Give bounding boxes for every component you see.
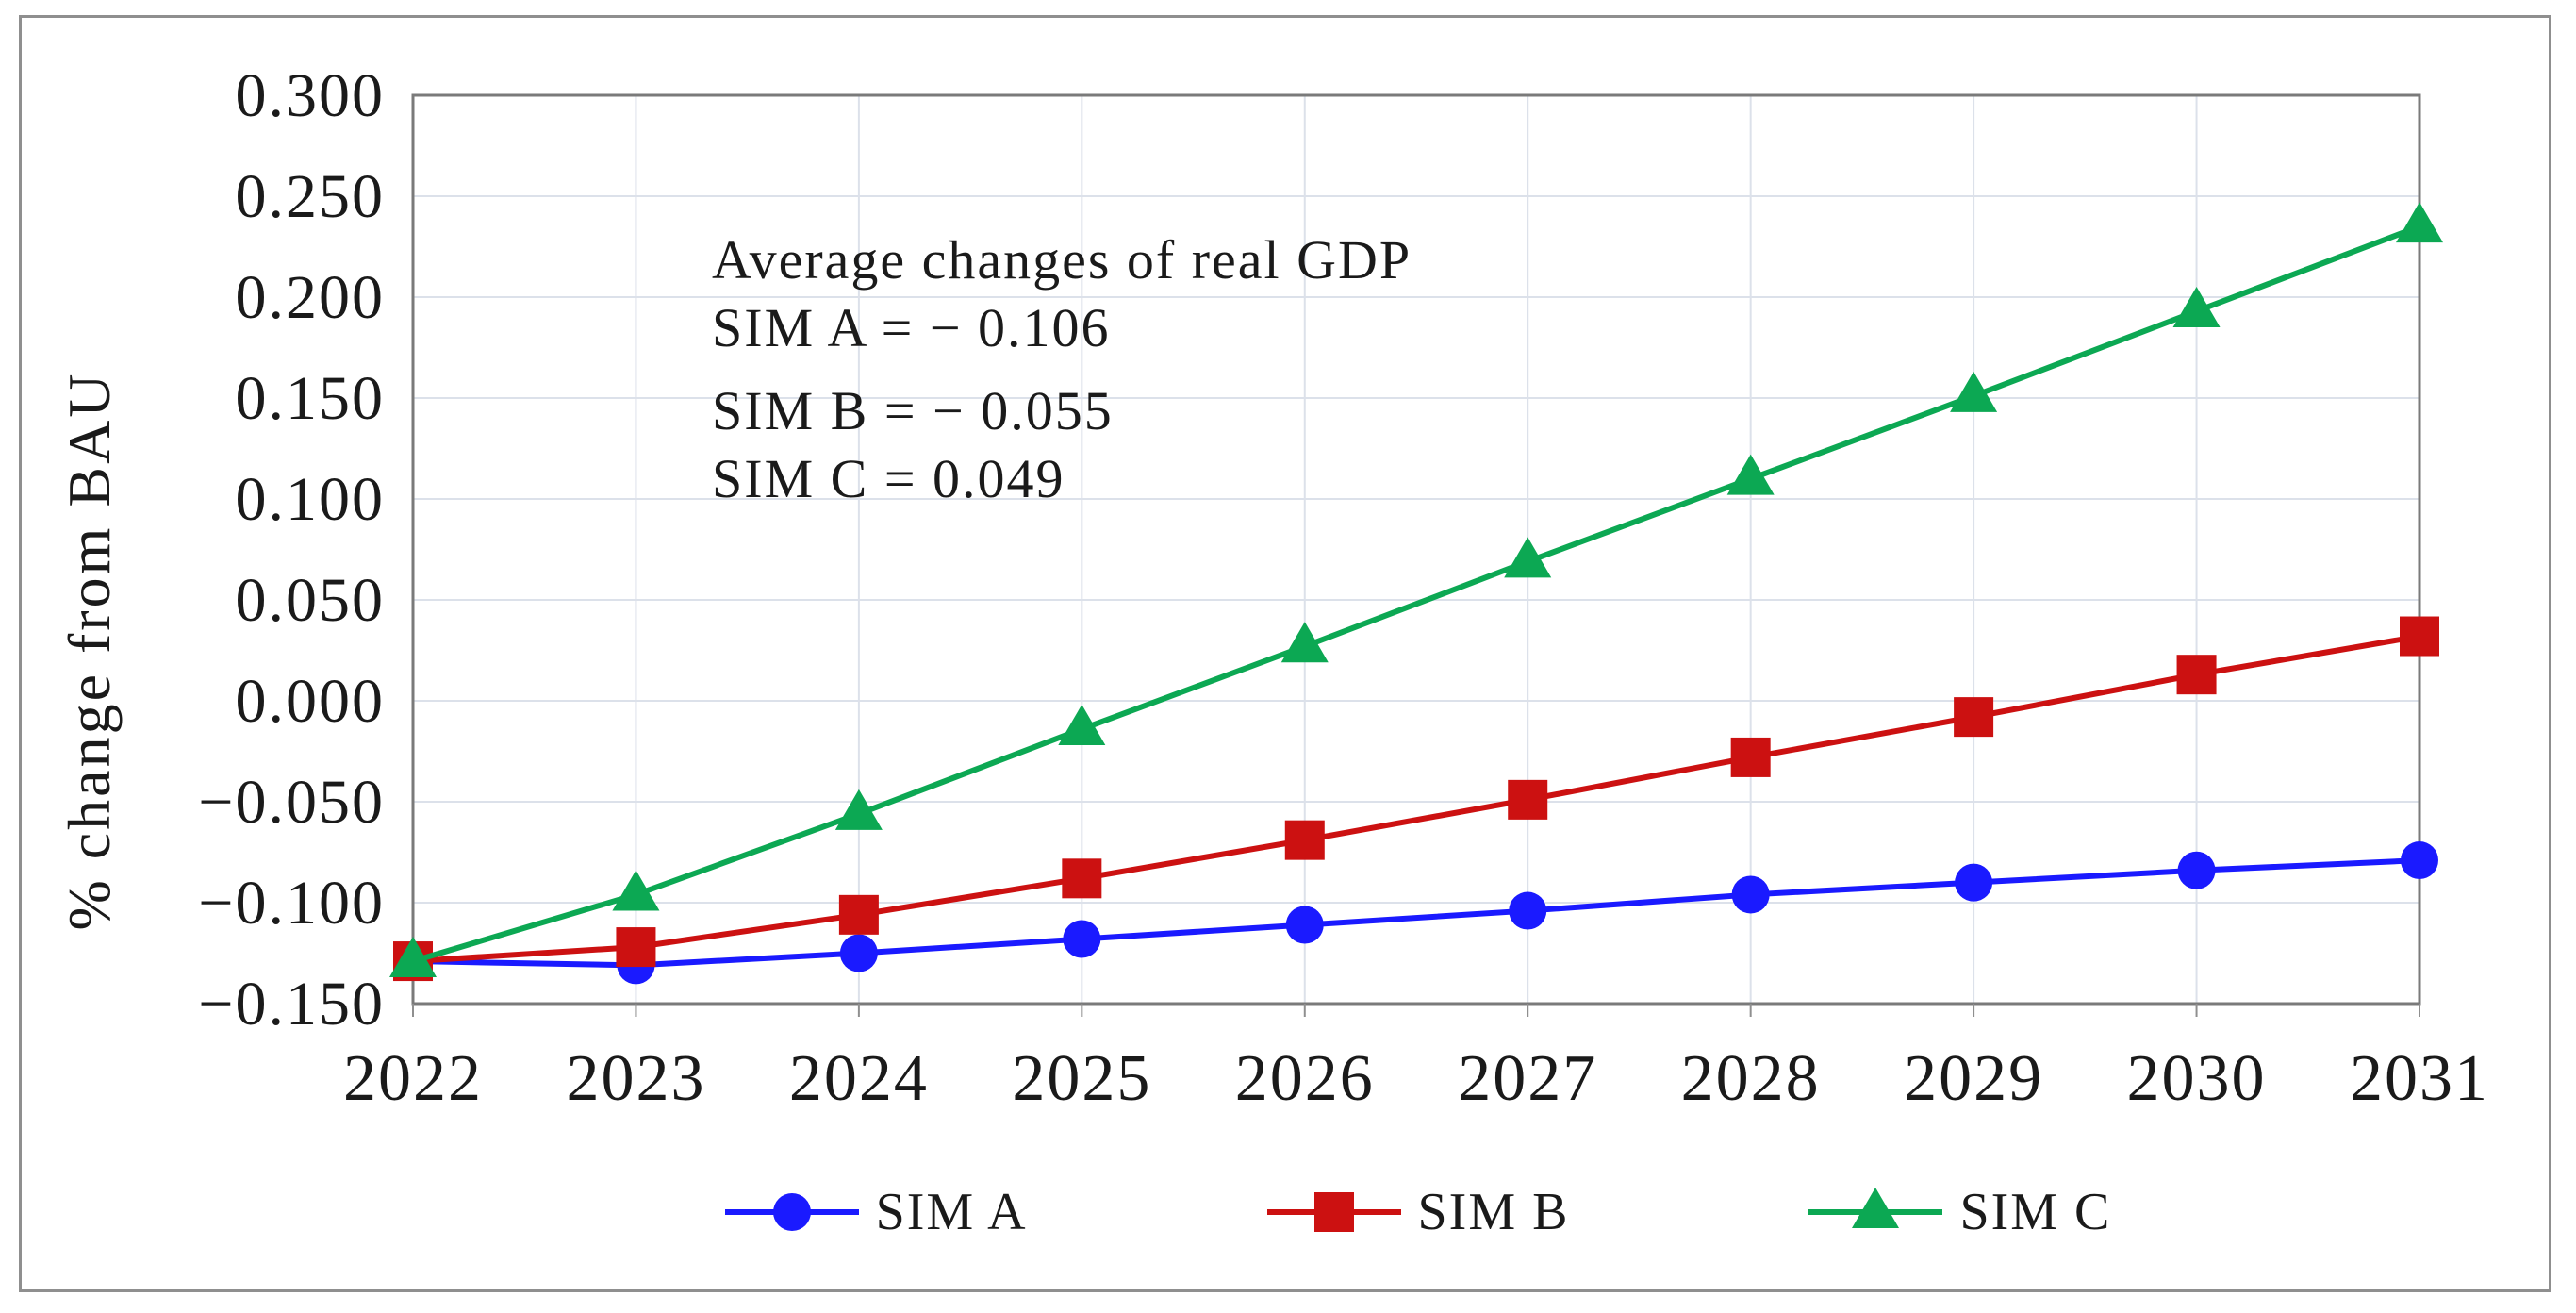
plot-border-rect bbox=[411, 93, 2421, 1006]
y-axis-tick-labels: 0.300 0.250 0.200 0.150 0.100 0.050 0.000 −0.05… bbox=[198, 61, 386, 1039]
series-sim-b bbox=[393, 616, 2439, 982]
legend-marker bbox=[1852, 1188, 1900, 1228]
data-point-marker bbox=[834, 789, 883, 830]
y-tick-label: −0.150 bbox=[198, 970, 385, 1039]
data-point-marker bbox=[1285, 906, 1324, 944]
y-tick-label: 0.200 bbox=[236, 263, 386, 332]
x-axis-ticks bbox=[412, 1004, 2420, 1017]
series-line bbox=[412, 633, 2420, 965]
y-tick-label: 0.050 bbox=[236, 566, 386, 635]
data-point-marker bbox=[838, 894, 879, 935]
data-point-marker bbox=[1058, 704, 1106, 745]
annotation-sim-b: SIM B = − 0.055 bbox=[712, 380, 1114, 441]
y-tick-label: 0.000 bbox=[236, 667, 386, 736]
annotation-sim-a: SIM A = − 0.106 bbox=[712, 297, 1111, 358]
legend-marker bbox=[1313, 1192, 1354, 1232]
data-point-marker bbox=[616, 927, 656, 968]
gridlines bbox=[413, 95, 2419, 1004]
data-point-marker bbox=[612, 870, 660, 911]
data-point-marker bbox=[1955, 863, 1993, 902]
annotation-sim-c: SIM C = 0.049 bbox=[712, 448, 1065, 509]
series-sim-a bbox=[394, 841, 2438, 985]
series-line bbox=[412, 224, 2421, 964]
x-tick-label: 2031 bbox=[2350, 1042, 2489, 1115]
data-point-marker bbox=[1504, 537, 1552, 578]
legend-item-sim-a: SIM A bbox=[721, 1179, 1028, 1245]
y-tick-label: 0.100 bbox=[236, 465, 386, 534]
x-tick-label: 2027 bbox=[1458, 1042, 1597, 1115]
y-tick-label: −0.050 bbox=[198, 768, 385, 837]
y-tick-label: 0.300 bbox=[236, 61, 386, 130]
data-point-marker bbox=[2176, 655, 2217, 695]
plot-border bbox=[411, 93, 2421, 1006]
data-point-marker bbox=[389, 937, 437, 978]
legend-label: SIM A bbox=[875, 1183, 1028, 1241]
data-point-marker bbox=[1062, 858, 1102, 899]
legend-marker-circle-icon bbox=[724, 1193, 859, 1231]
chart-legend: SIM A SIM B SIM C bbox=[413, 1174, 2419, 1250]
data-point-marker bbox=[1730, 737, 1771, 777]
y-tick-label: 0.150 bbox=[236, 364, 386, 433]
series-line bbox=[412, 857, 2420, 969]
x-tick-label: 2025 bbox=[1012, 1042, 1151, 1115]
series-sim-c bbox=[389, 202, 2443, 978]
y-axis-title: % change from BAU bbox=[56, 371, 123, 931]
data-point-marker bbox=[839, 934, 878, 972]
data-point-marker bbox=[1063, 920, 1101, 958]
data-point-marker bbox=[2400, 616, 2439, 656]
data-point-marker bbox=[2177, 851, 2216, 889]
data-series bbox=[389, 202, 2443, 985]
average-changes-annotation: Average changes of real GDP SIM A = − 0.… bbox=[712, 226, 1412, 513]
annotation-title: Average changes of real GDP bbox=[712, 229, 1412, 291]
data-point-marker bbox=[1954, 697, 1994, 738]
legend-marker-triangle-icon bbox=[1808, 1188, 1943, 1228]
data-point-marker bbox=[2396, 202, 2443, 243]
x-tick-label: 2029 bbox=[1904, 1042, 2043, 1115]
y-tick-label: −0.100 bbox=[198, 869, 385, 938]
y-tick-label: 0.250 bbox=[236, 162, 386, 231]
data-point-marker bbox=[1509, 891, 1547, 930]
data-point-marker bbox=[1731, 875, 1770, 914]
x-tick-label: 2022 bbox=[343, 1042, 483, 1115]
x-tick-label: 2026 bbox=[1235, 1042, 1375, 1115]
data-point-marker bbox=[2401, 841, 2438, 880]
x-axis-tick-labels: 2022 2023 2024 2025 2026 2027 2028 2029 2030 2031 bbox=[343, 1042, 2489, 1115]
legend-marker bbox=[772, 1193, 811, 1231]
legend-label: SIM B bbox=[1417, 1183, 1570, 1241]
legend-item-sim-c: SIM C bbox=[1805, 1179, 2111, 1245]
x-tick-label: 2024 bbox=[789, 1042, 929, 1115]
data-point-marker bbox=[1284, 820, 1325, 860]
x-tick-label: 2028 bbox=[1681, 1042, 1821, 1115]
legend-item-sim-b: SIM B bbox=[1263, 1179, 1570, 1245]
x-tick-label: 2023 bbox=[566, 1042, 705, 1115]
data-point-marker bbox=[1508, 779, 1548, 820]
legend-label: SIM C bbox=[1959, 1183, 2112, 1241]
data-point-marker bbox=[1950, 371, 1998, 412]
legend-marker-square-icon bbox=[1266, 1192, 1401, 1232]
data-point-marker bbox=[2172, 286, 2221, 327]
x-tick-label: 2030 bbox=[2127, 1042, 2267, 1115]
data-point-marker bbox=[1280, 622, 1329, 663]
data-point-marker bbox=[1726, 454, 1775, 495]
